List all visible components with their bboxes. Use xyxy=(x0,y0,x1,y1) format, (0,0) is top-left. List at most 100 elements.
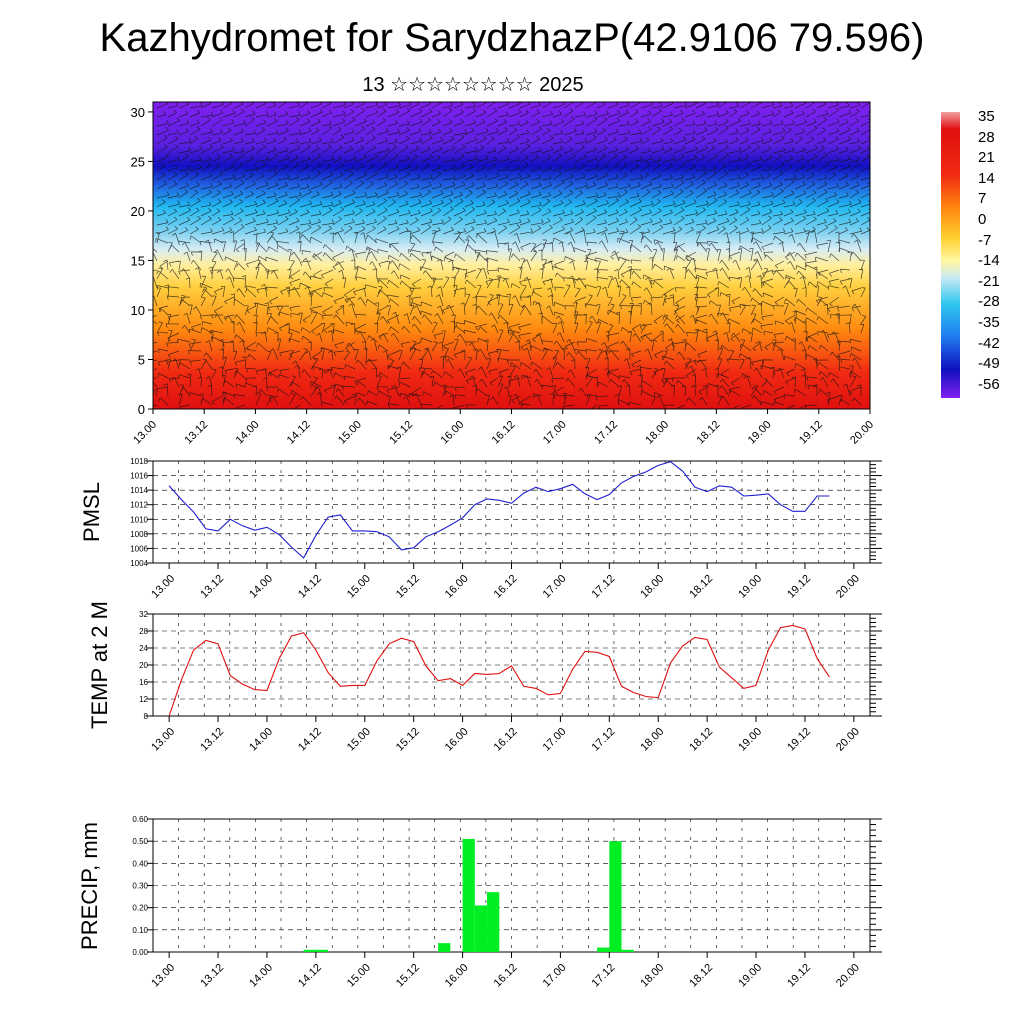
x-tick-label: 16.00 xyxy=(438,419,466,447)
y-axis-label: TEMP at 2 M xyxy=(86,601,112,729)
x-tick-label: 17.12 xyxy=(589,726,617,754)
cross-section-field xyxy=(153,102,870,409)
y-tick-label: 20 xyxy=(139,661,148,670)
y-tick-label: 1014 xyxy=(130,486,148,495)
x-tick-label: 20.00 xyxy=(834,726,862,754)
precip-bar xyxy=(621,949,634,952)
x-tick-label: 16.00 xyxy=(443,726,471,754)
y-tick-label: 1008 xyxy=(130,530,148,539)
y-tick-label: 0.30 xyxy=(132,882,148,891)
y-axis-label: PMSL xyxy=(78,482,104,542)
x-tick-label: 20.00 xyxy=(834,962,862,990)
x-tick-label: 19.00 xyxy=(736,726,764,754)
wind-barbs xyxy=(153,102,870,409)
x-tick-label: 14.12 xyxy=(285,419,313,447)
precip-bar xyxy=(597,947,610,952)
colorbar-label: 0 xyxy=(978,211,987,228)
colorbar-label: -42 xyxy=(978,334,1000,352)
colorbar-strip xyxy=(941,112,960,398)
y-tick-label: 16 xyxy=(139,678,148,687)
x-tick-label: 19.12 xyxy=(797,419,825,447)
precip-bar xyxy=(474,905,488,952)
x-tick-label: 16.12 xyxy=(492,573,520,601)
x-tick-label: 16.12 xyxy=(492,962,520,990)
colorbar-label: -35 xyxy=(978,314,1000,331)
x-tick-label: 13.00 xyxy=(149,962,177,990)
x-tick-label: 19.00 xyxy=(736,962,764,990)
x-tick-label: 14.00 xyxy=(247,726,275,754)
y-tick-label: 0.60 xyxy=(132,815,148,824)
x-tick-label: 14.12 xyxy=(296,962,324,990)
y-tick-label: 25 xyxy=(131,154,145,169)
wind-barb-field xyxy=(153,102,870,409)
y-tick-label: 32 xyxy=(139,610,148,619)
colorbar-label: 14 xyxy=(978,169,995,187)
temperature-panel: 8 12 16 20 24 28 32 13.00 13.12 14.00 14.12 15.00 15… xyxy=(139,610,882,754)
x-tick-label: 17.00 xyxy=(541,962,569,990)
y-tick-label: 1016 xyxy=(130,472,148,481)
y-tick-label: 0.20 xyxy=(132,904,148,913)
x-tick-label: 19.12 xyxy=(785,962,813,990)
x-tick-label: 15.12 xyxy=(387,419,415,447)
y-tick-label: 0.40 xyxy=(132,859,148,868)
chart-title: Kazhydromet for SarydzhazP(42.9106 79.59… xyxy=(99,16,925,60)
x-tick-label: 17.00 xyxy=(541,573,569,601)
pmsl-line xyxy=(168,461,830,559)
precipitation-panel: 0.00 0.10 0.20 0.30 0.40 0.50 0.60 13.00 13.12 14… xyxy=(132,815,882,990)
x-tick-label: 17.00 xyxy=(541,419,569,447)
x-tick-label: 17.00 xyxy=(541,726,569,754)
x-tick-label: 17.12 xyxy=(592,419,620,447)
chart-subtitle: 13 ☆☆☆☆☆☆☆☆ 2025 xyxy=(362,74,584,96)
y-tick-label: 5 xyxy=(138,352,145,367)
x-tick-label: 18.12 xyxy=(695,419,723,447)
y-tick-label: 10 xyxy=(131,303,145,318)
x-tick-label: 13.12 xyxy=(182,419,210,447)
y-tick-label: 1018 xyxy=(130,457,148,466)
x-tick-label: 16.00 xyxy=(443,573,471,601)
x-tick-label: 14.00 xyxy=(247,962,275,990)
y-tick-label: 1012 xyxy=(130,501,148,510)
colorbar-label: -49 xyxy=(978,355,1000,373)
x-tick-label: 13.00 xyxy=(149,726,177,754)
x-tick-label: 18.12 xyxy=(687,726,715,754)
x-tick-label: 16.12 xyxy=(492,726,520,754)
x-tick-label: 15.12 xyxy=(394,962,422,990)
x-tick-label: 14.00 xyxy=(247,573,275,601)
colorbar-label: 35 xyxy=(978,108,995,125)
y-tick-label: 1010 xyxy=(130,515,148,524)
y-axis-label: PRECIP, mm xyxy=(76,822,102,950)
x-tick-label: 15.12 xyxy=(394,573,422,601)
x-tick-label: 13.00 xyxy=(149,573,177,601)
y-tick-label: 0 xyxy=(138,402,145,417)
temperature-line xyxy=(168,624,830,717)
cross-section-y-axis: 0 5 10 15 20 25 30 xyxy=(131,105,153,417)
x-tick-label: 14.12 xyxy=(296,726,324,754)
x-tick-label: 19.12 xyxy=(785,726,813,754)
x-tick-label: 19.00 xyxy=(736,573,764,601)
precip-bar xyxy=(438,943,451,952)
x-tick-label: 18.00 xyxy=(638,726,666,754)
x-tick-label: 18.00 xyxy=(643,419,671,447)
y-tick-label: 24 xyxy=(139,644,148,653)
x-tick-label: 15.00 xyxy=(336,419,364,447)
x-tick-label: 18.12 xyxy=(687,573,715,601)
panel-frame xyxy=(152,460,871,564)
colorbar-label: 7 xyxy=(978,190,987,208)
y-tick-label: 8 xyxy=(144,712,149,721)
x-tick-label: 18.12 xyxy=(687,962,715,990)
colorbar-label: 21 xyxy=(978,149,995,167)
colorbar xyxy=(941,112,960,398)
y-tick-label: 1004 xyxy=(130,559,148,568)
precip-bar xyxy=(303,949,316,952)
colorbar-label: -14 xyxy=(978,252,1000,270)
cross-section-x-axis: 13.00 13.12 14.00 14.12 15.00 15.12 16.00 16.12… xyxy=(131,409,876,447)
y-tick-label: 0.10 xyxy=(132,926,148,935)
panel-frame xyxy=(152,613,871,717)
colorbar-label: 28 xyxy=(978,128,995,146)
x-tick-label: 14.12 xyxy=(296,573,324,601)
x-tick-label: 13.00 xyxy=(131,419,159,447)
x-tick-label: 15.00 xyxy=(345,726,373,754)
x-tick-label: 20.00 xyxy=(834,573,862,601)
colorbar-label: -7 xyxy=(978,231,992,249)
